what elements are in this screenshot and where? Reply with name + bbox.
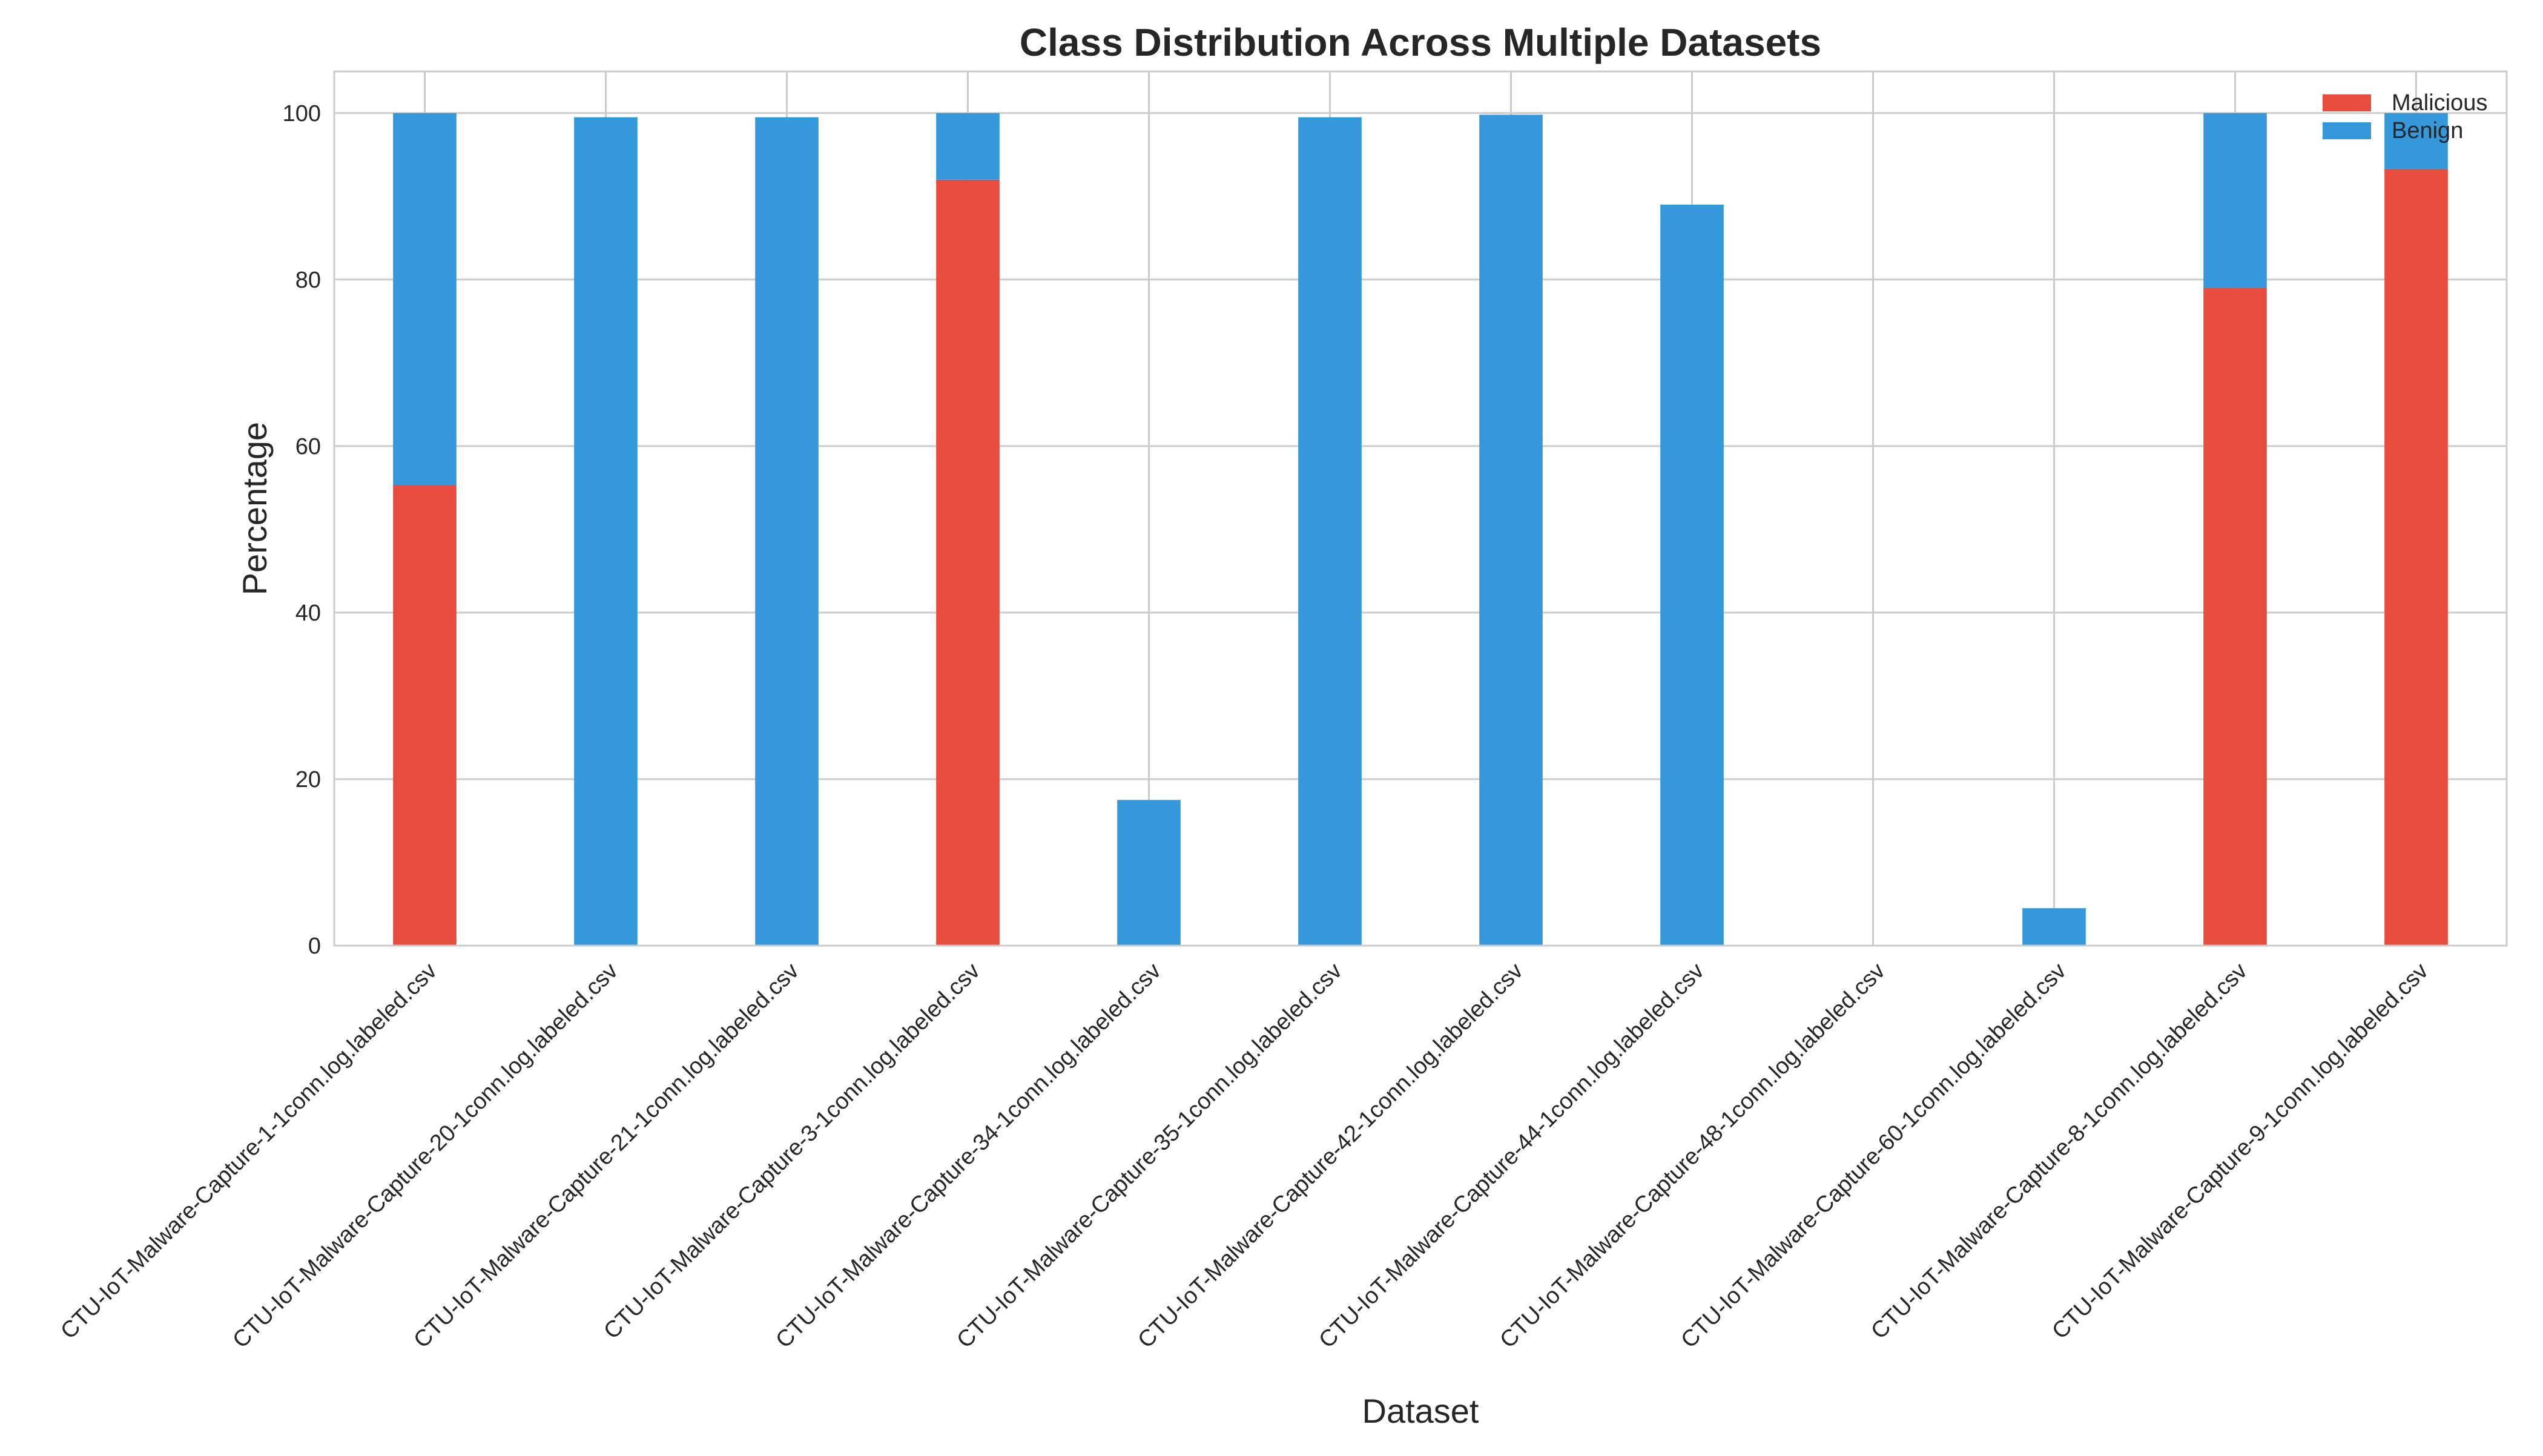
x-axis-label: Dataset (1362, 1392, 1479, 1430)
x-tick-label: CTU-IoT-Malware-Capture-3-1conn.log.labe… (599, 958, 985, 1345)
y-tick-label: 100 (283, 101, 321, 127)
legend-swatch-malicious (2323, 94, 2371, 111)
bar-benign-0 (393, 113, 457, 486)
y-tick-label: 80 (295, 268, 321, 293)
y-tick-labels: 0 20 40 60 80 100 (283, 101, 321, 959)
legend-label-malicious: Malicious (2392, 90, 2487, 116)
x-tick-label: CTU-IoT-Malware-Capture-8-1conn.log.labe… (1866, 958, 2252, 1345)
y-tick-label: 0 (308, 934, 321, 959)
x-tick-label: CTU-IoT-Malware-Capture-34-1conn.log.lab… (771, 958, 1166, 1353)
bar-benign-4 (1117, 800, 1181, 946)
bar-malicious-11 (2384, 168, 2448, 946)
bar-malicious-10 (2203, 288, 2267, 946)
bar-benign-9 (2022, 908, 2086, 946)
x-tick-label: CTU-IoT-Malware-Capture-35-1conn.log.lab… (952, 958, 1347, 1353)
y-tick-label: 40 (295, 601, 321, 626)
bar-malicious-3 (936, 179, 1000, 946)
y-axis-label: Percentage (236, 422, 274, 595)
y-tick-label: 20 (295, 767, 321, 792)
bar-benign-1 (574, 117, 638, 946)
bar-benign-5 (1298, 117, 1362, 946)
legend-swatch-benign (2323, 122, 2371, 139)
bar-benign-2 (755, 117, 819, 946)
x-tick-label: CTU-IoT-Malware-Capture-60-1conn.log.lab… (1676, 958, 2071, 1353)
x-tick-labels: CTU-IoT-Malware-Capture-1-1conn.log.labe… (56, 958, 2433, 1353)
bar-benign-10 (2203, 113, 2267, 288)
x-tick-label: CTU-IoT-Malware-Capture-48-1conn.log.lab… (1495, 958, 1890, 1353)
bars-layer (393, 113, 2448, 946)
bar-benign-3 (936, 113, 1000, 180)
x-tick-label: CTU-IoT-Malware-Capture-9-1conn.log.labe… (2047, 958, 2433, 1345)
x-tick-label: CTU-IoT-Malware-Capture-20-1conn.log.lab… (228, 958, 622, 1353)
x-tick-label: CTU-IoT-Malware-Capture-21-1conn.log.lab… (409, 958, 803, 1353)
bar-benign-7 (1660, 205, 1724, 946)
grid-layer (334, 71, 2507, 947)
x-tick-label: CTU-IoT-Malware-Capture-44-1conn.log.lab… (1314, 958, 1709, 1353)
bar-benign-6 (1479, 114, 1543, 946)
bar-benign-11 (2384, 113, 2448, 169)
bar-malicious-0 (393, 485, 457, 946)
plot-frame (333, 70, 2508, 947)
legend-label-benign: Benign (2392, 118, 2463, 143)
y-tick-label: 60 (295, 434, 321, 460)
x-tick-label: CTU-IoT-Malware-Capture-42-1conn.log.lab… (1133, 958, 1528, 1353)
x-tick-label: CTU-IoT-Malware-Capture-1-1conn.log.labe… (56, 958, 442, 1345)
chart-title: Class Distribution Across Multiple Datas… (1020, 21, 1821, 64)
